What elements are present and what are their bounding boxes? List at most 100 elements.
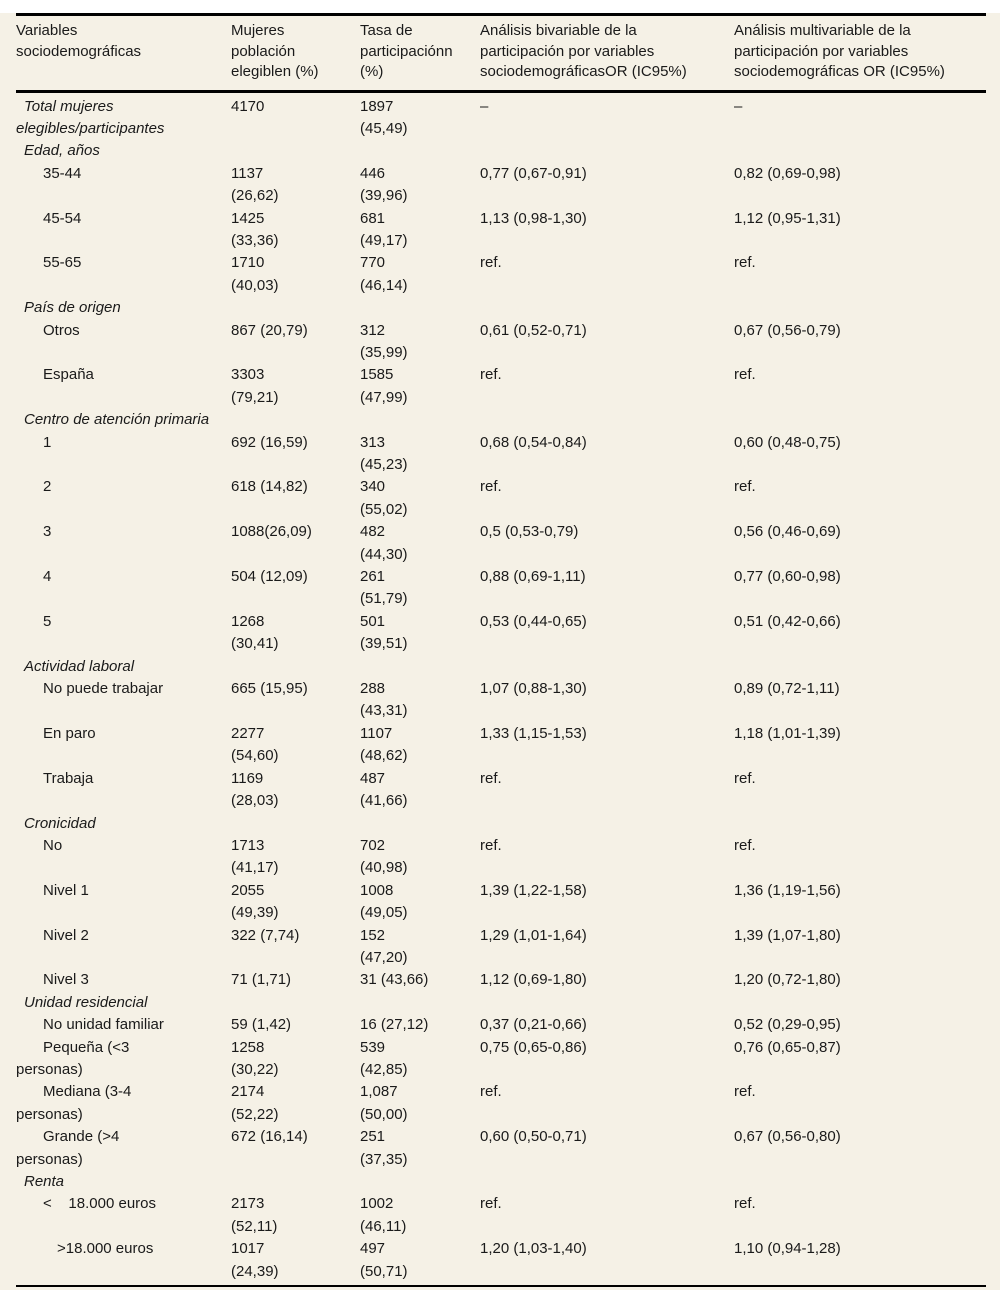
section-row: Edad, años bbox=[16, 140, 986, 162]
bivariable-or-cell: ref. bbox=[480, 478, 502, 496]
participation-rate-cell: 251 (37,35) bbox=[360, 1128, 408, 1168]
bivariable-or-cell: ref. bbox=[480, 366, 502, 384]
column-header-multivariable-analysis: Análisis multivariable de la participaci… bbox=[734, 22, 945, 80]
multivariable-or-cell: ref. bbox=[734, 1195, 756, 1213]
multivariable-or-cell: ref. bbox=[734, 769, 756, 787]
table: Variables sociodemográficas Mujeres pobl… bbox=[0, 13, 1000, 1291]
table-row: Otros 867 (20,79) 312 (35,99) 0,61 (0,52-0,… bbox=[16, 320, 986, 365]
eligible-women-cell: 2173 (52,11) bbox=[231, 1195, 278, 1235]
participation-rate-cell: 312 (35,99) bbox=[360, 321, 408, 361]
multivariable-or-cell: 1,39 (1,07-1,80) bbox=[734, 926, 841, 944]
row-label: Nivel 2 bbox=[43, 926, 89, 944]
participation-rate-cell: 482 (44,30) bbox=[360, 523, 408, 563]
table-body: Total mujeres elegibles/participantes 417… bbox=[16, 93, 986, 1286]
table-row: No puede trabajar 665 (15,95) 288 (43,31) 1… bbox=[16, 678, 986, 723]
row-label: País de origen bbox=[24, 299, 121, 317]
bivariable-or-cell: 1,07 (0,88-1,30) bbox=[480, 680, 587, 698]
eligible-women-cell: 59 (1,42) bbox=[231, 1016, 292, 1034]
participation-rate-cell: 446 (39,96) bbox=[360, 164, 408, 205]
row-label: 1 bbox=[43, 433, 52, 451]
participation-rate-cell: 501 (39,51) bbox=[360, 612, 408, 653]
eligible-women-cell bbox=[231, 297, 360, 319]
column-header-participation-rate: Tasa de participaciónn (%) bbox=[360, 22, 453, 80]
row-label: >18.000 euros bbox=[57, 1240, 154, 1258]
eligible-women-cell: 1258 (30,22) bbox=[231, 1038, 279, 1078]
participation-rate-cell: 313 (45,23) bbox=[360, 433, 408, 473]
multivariable-or-cell: 0,82 (0,69-0,98) bbox=[734, 164, 841, 182]
table-row: 4 504 (12,09) 261 (51,79) 0,88 (0,69-1,11) 0… bbox=[16, 566, 986, 611]
table-row: 3 1088(26,09) 482 (44,30) 0,5 (0,53-0,79) 0,… bbox=[16, 521, 986, 566]
multivariable-or-cell: ref. bbox=[734, 478, 756, 496]
section-row: Unidad residencial bbox=[16, 992, 986, 1014]
row-label: Centro de atención primaria bbox=[24, 411, 210, 429]
multivariable-or-cell bbox=[734, 813, 986, 835]
table-row: Mediana (3-4 personas) 2174 (52,22) 1,087 … bbox=[16, 1081, 986, 1126]
eligible-women-cell: 618 (14,82) bbox=[231, 478, 308, 496]
multivariable-or-cell: – bbox=[734, 97, 743, 115]
bivariable-or-cell: 0,75 (0,65-0,86) bbox=[480, 1038, 587, 1056]
row-label: 4 bbox=[43, 568, 52, 586]
eligible-women-cell: 672 (16,14) bbox=[231, 1128, 308, 1146]
participation-rate-cell bbox=[360, 140, 480, 162]
multivariable-or-cell bbox=[734, 992, 986, 1014]
multivariable-or-cell: 1,18 (1,01-1,39) bbox=[734, 724, 841, 742]
eligible-women-cell: 3303 (79,21) bbox=[231, 366, 279, 406]
eligible-women-cell bbox=[231, 1171, 360, 1193]
row-label: Otros bbox=[43, 321, 80, 339]
table-row: Trabaja 1169 (28,03) 487 (41,66) ref. ref. bbox=[16, 768, 986, 813]
row-label: No bbox=[43, 836, 63, 854]
bivariable-or-cell: 1,13 (0,98-1,30) bbox=[480, 209, 587, 227]
participation-rate-cell: 288 (43,31) bbox=[360, 680, 408, 720]
section-row: Renta bbox=[16, 1171, 986, 1193]
participation-rate-cell bbox=[360, 656, 480, 678]
multivariable-or-cell: 0,60 (0,48-0,75) bbox=[734, 433, 841, 451]
participation-rate-cell bbox=[360, 813, 480, 835]
row-label: Cronicidad bbox=[24, 814, 96, 832]
eligible-women-cell: 692 (16,59) bbox=[231, 433, 308, 451]
participation-rate-cell bbox=[360, 992, 480, 1014]
eligible-women-cell: 2277 (54,60) bbox=[231, 724, 279, 765]
participation-rate-cell: 702 (40,98) bbox=[360, 836, 408, 877]
bivariable-or-cell: – bbox=[480, 97, 489, 115]
row-label: Nivel 1 bbox=[43, 881, 89, 899]
participation-rate-cell: 1002 (46,11) bbox=[360, 1195, 407, 1235]
table-row: Nivel 3 71 (1,71) 31 (43,66) 1,12 (0,69-1,8… bbox=[16, 969, 986, 991]
participation-rate-cell bbox=[360, 1171, 480, 1193]
multivariable-or-cell: 0,51 (0,42-0,66) bbox=[734, 612, 841, 630]
participation-rate-cell: 487 (41,66) bbox=[360, 769, 408, 810]
eligible-women-cell: 665 (15,95) bbox=[231, 680, 308, 698]
eligible-women-cell: 71 (1,71) bbox=[231, 971, 292, 989]
bivariable-or-cell: 0,68 (0,54-0,84) bbox=[480, 433, 587, 451]
table-top-rule bbox=[16, 13, 986, 16]
table-bottom-rule bbox=[16, 1285, 986, 1288]
row-label: < 18.000 euros bbox=[43, 1195, 156, 1213]
multivariable-or-cell: 0,67 (0,56-0,80) bbox=[734, 1128, 841, 1146]
multivariable-or-cell bbox=[734, 297, 986, 319]
table-row: En paro 2277 (54,60) 1107 (48,62) 1,33 (1,1… bbox=[16, 723, 986, 768]
table-row: No 1713 (41,17) 702 (40,98) ref. ref. bbox=[16, 835, 986, 880]
section-row: Actividad laboral bbox=[16, 656, 986, 678]
multivariable-or-cell bbox=[734, 140, 986, 162]
eligible-women-cell: 4170 bbox=[231, 97, 265, 115]
multivariable-or-cell: 1,20 (0,72-1,80) bbox=[734, 971, 841, 989]
participation-rate-cell: 31 (43,66) bbox=[360, 971, 429, 989]
eligible-women-cell: 1088(26,09) bbox=[231, 523, 312, 541]
row-label: Total mujeres elegibles/participantes bbox=[16, 97, 165, 137]
multivariable-or-cell: 1,36 (1,19-1,56) bbox=[734, 881, 841, 899]
participation-rate-cell: 1897 (45,49) bbox=[360, 97, 408, 137]
table-row: 5 1268 (30,41) 501 (39,51) 0,53 (0,44-0,65)… bbox=[16, 611, 986, 656]
bivariable-or-cell bbox=[480, 409, 734, 431]
bivariable-or-cell bbox=[480, 992, 734, 1014]
table-row: Nivel 1 2055 (49,39) 1008 (49,05) 1,39 (1,2… bbox=[16, 880, 986, 925]
multivariable-or-cell: ref. bbox=[734, 366, 756, 384]
multivariable-or-cell bbox=[734, 409, 986, 431]
row-label: Actividad laboral bbox=[24, 657, 135, 675]
bivariable-or-cell: 0,61 (0,52-0,71) bbox=[480, 321, 587, 339]
row-label: No puede trabajar bbox=[43, 680, 164, 698]
bivariable-or-cell: ref. bbox=[480, 254, 502, 272]
participation-rate-cell: 1107 (48,62) bbox=[360, 724, 408, 765]
table-row: Nivel 2 322 (7,74) 152 (47,20) 1,29 (1,01-1… bbox=[16, 925, 986, 970]
eligible-women-cell: 867 (20,79) bbox=[231, 321, 308, 339]
bivariable-or-cell: 1,39 (1,22-1,58) bbox=[480, 881, 587, 899]
participation-rate-cell: 497 (50,71) bbox=[360, 1240, 408, 1280]
